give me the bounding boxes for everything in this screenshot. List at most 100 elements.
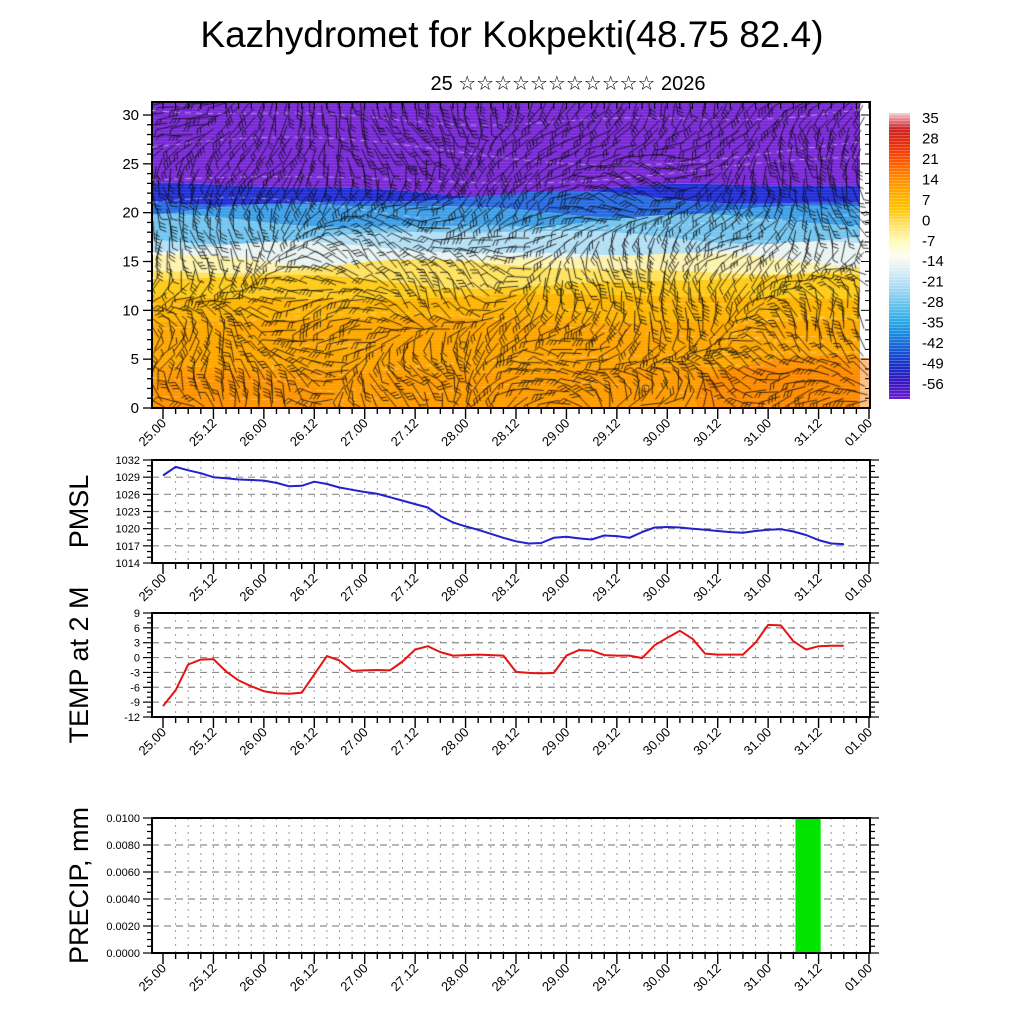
time-tick-label: 01.00: [842, 961, 876, 995]
colorbar-tick-label: -35: [922, 315, 944, 332]
colorbar-tick-label: -56: [922, 376, 944, 393]
time-tick-label: 25.00: [136, 961, 170, 995]
time-tick-label: 31.00: [741, 961, 775, 995]
time-tick-label: 29.00: [539, 725, 573, 759]
colorbar-tick-label: -7: [922, 233, 935, 250]
time-tick-label: 27.12: [388, 416, 422, 450]
precip-bar: [795, 818, 821, 953]
time-tick-label: 31.12: [791, 961, 825, 995]
y-tick-label: -9: [130, 697, 140, 709]
time-tick-label: 30.00: [640, 725, 674, 759]
time-tick-label: 25.12: [186, 416, 220, 450]
time-labels-precip: 25.00 25.12 26.00 26.12 27.00 27.12 28.00 28.12…: [136, 961, 876, 995]
y-tick-label: 0.0100: [106, 813, 140, 825]
y-tick-label: 0.0040: [106, 894, 140, 906]
y-tick-label: -6: [130, 682, 140, 694]
time-tick-label: 26.00: [236, 961, 270, 995]
time-tick-label: 30.00: [640, 571, 674, 605]
time-tick-label: 01.00: [842, 725, 876, 759]
colorbar-tick-label: 21: [922, 151, 939, 168]
time-tick-label: 27.12: [388, 725, 422, 759]
time-tick-label: 01.00: [842, 416, 876, 450]
time-tick-label: 28.00: [438, 416, 472, 450]
time-tick-label: 26.12: [287, 416, 321, 450]
colorbar-tick-label: 14: [922, 171, 939, 188]
time-tick-label: 27.12: [388, 961, 422, 995]
time-tick-label: 29.12: [589, 571, 623, 605]
time-tick-label: 01.00: [842, 571, 876, 605]
time-tick-label: 28.00: [438, 571, 472, 605]
pmsl-panel-label: PMSL: [64, 475, 94, 549]
time-tick-label: 30.12: [690, 961, 724, 995]
time-tick-label: 30.12: [690, 571, 724, 605]
time-tick-label: 30.12: [690, 416, 724, 450]
colorbar: 35 28 21 14 7 0 -7 -14 -21 -28 -35 -42 -49 -56: [889, 110, 944, 399]
time-tick-label: 26.00: [236, 571, 270, 605]
colorbar-tick-label: -14: [922, 253, 944, 270]
temp-2m-panel: -12 -9 -6 -3 0 3 6 9 TEMP at 2 M: [64, 586, 879, 744]
time-tick-label: 28.12: [489, 416, 523, 450]
time-tick-label: 25.00: [136, 571, 170, 605]
y-tick-label: 1032: [116, 455, 140, 467]
time-tick-label: 27.12: [388, 571, 422, 605]
y-tick-label: 0.0000: [106, 948, 140, 960]
temp-series-line: [162, 623, 844, 707]
svg-text:5: 5: [131, 351, 139, 368]
time-tick-label: 29.12: [589, 961, 623, 995]
y-tick-label: 1017: [116, 541, 140, 553]
time-tick-label: 29.00: [539, 571, 573, 605]
y-tick-label: 1014: [116, 558, 140, 570]
y-tick-label: 0.0080: [106, 840, 140, 852]
colorbar-tick-label: 28: [922, 130, 939, 147]
time-labels-pmsl: 25.00 25.12 26.00 26.12 27.00 27.12 28.00 28.12…: [136, 571, 876, 605]
svg-text:15: 15: [122, 254, 139, 271]
time-tick-label: 31.12: [791, 725, 825, 759]
time-tick-label: 29.00: [539, 416, 573, 450]
time-tick-label: 25.12: [186, 571, 220, 605]
temp-2m-panel-label: TEMP at 2 M: [64, 586, 94, 743]
time-tick-label: 25.00: [136, 725, 170, 759]
time-tick-label: 27.00: [337, 961, 371, 995]
time-tick-label: 27.00: [337, 571, 371, 605]
time-labels-cross-section: 25.00 25.12 26.00 26.12 27.00 27.12 28.00 28.12…: [136, 416, 876, 450]
colorbar-tick-label: -28: [922, 294, 944, 311]
time-tick-label: 30.00: [640, 416, 674, 450]
y-tick-label: 1029: [116, 472, 140, 484]
y-tick-label: 0: [134, 653, 140, 665]
time-tick-label: 26.00: [236, 725, 270, 759]
svg-text:25: 25: [122, 156, 139, 173]
y-tick-label: 0.0020: [106, 921, 140, 933]
y-tick-label: -3: [130, 667, 140, 679]
time-tick-label: 25.12: [186, 725, 220, 759]
y-tick-label: 9: [134, 608, 140, 620]
time-tick-label: 28.00: [438, 725, 472, 759]
svg-text:10: 10: [122, 302, 139, 319]
colorbar-tick-label: 35: [922, 110, 939, 127]
svg-text:20: 20: [122, 205, 139, 222]
colorbar-tick-label: -21: [922, 274, 944, 291]
colorbar-tick-label: -49: [922, 356, 944, 373]
y-tick-label: 6: [134, 623, 140, 635]
time-tick-label: 28.00: [438, 961, 472, 995]
precip-panel: 0.0000 0.0020 0.0040 0.0060 0.0080 0.0100 PREC…: [64, 807, 879, 964]
time-tick-label: 31.12: [791, 416, 825, 450]
time-tick-label: 25.12: [186, 961, 220, 995]
pmsl-panel: 1014 1017 1020 1023 1026 1029 1032 PMSL: [64, 455, 879, 574]
y-tick-label: 1020: [116, 524, 140, 536]
svg-text:30: 30: [122, 107, 139, 124]
y-tick-label: 3: [134, 638, 140, 650]
time-tick-label: 29.12: [589, 416, 623, 450]
time-tick-label: 30.00: [640, 961, 674, 995]
time-tick-label: 26.12: [287, 961, 321, 995]
time-tick-label: 27.00: [337, 725, 371, 759]
y-tick-label: 1023: [116, 507, 140, 519]
time-tick-label: 28.12: [489, 725, 523, 759]
time-labels-temp: 25.00 25.12 26.00 26.12 27.00 27.12 28.00 28.12…: [136, 725, 876, 759]
time-tick-label: 26.12: [287, 571, 321, 605]
time-tick-label: 29.12: [589, 725, 623, 759]
time-tick-label: 28.12: [489, 961, 523, 995]
y-tick-label: 1026: [116, 489, 140, 501]
time-tick-label: 30.12: [690, 725, 724, 759]
colorbar-tick-label: 7: [922, 192, 930, 209]
